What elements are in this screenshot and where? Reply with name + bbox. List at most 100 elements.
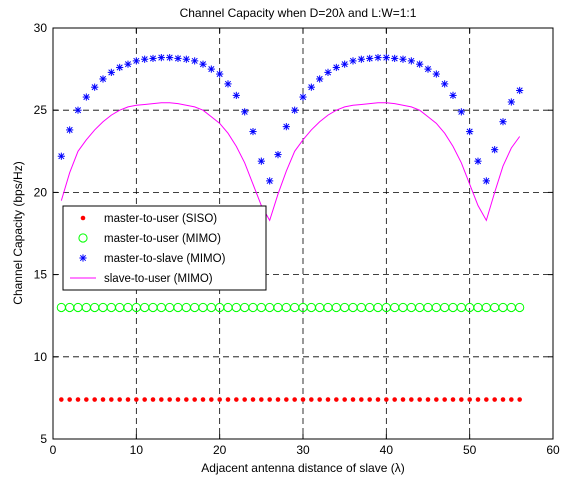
- data-point: [175, 397, 181, 402]
- data-point: [316, 75, 324, 83]
- data-point: [275, 397, 281, 402]
- data-point: [67, 397, 72, 402]
- data-point: [424, 65, 432, 73]
- legend-entry: master-to-user (SISO): [80, 213, 217, 225]
- data-point: [249, 127, 257, 136]
- data-point: [357, 55, 365, 63]
- data-point: [100, 397, 106, 402]
- data-point: [174, 54, 182, 63]
- legend-entry: master-to-user (MIMO): [78, 233, 221, 245]
- data-point: [200, 397, 206, 402]
- x-tick-label: 50: [463, 443, 477, 457]
- data-point: [66, 126, 74, 134]
- data-point: [392, 397, 397, 402]
- data-point: [291, 106, 299, 114]
- data-point: [341, 60, 349, 68]
- data-point: [282, 123, 290, 131]
- x-tick-label: 20: [213, 443, 227, 457]
- chart-title: Channel Capacity when D=20λ and L:W=1:1: [180, 6, 417, 20]
- x-tick-label: 30: [296, 443, 310, 457]
- data-point: [157, 53, 165, 62]
- y-tick-label: 10: [34, 350, 48, 364]
- data-point: [382, 53, 390, 62]
- y-tick-label: 30: [34, 21, 48, 35]
- data-point: [242, 397, 247, 402]
- series-1: [56, 302, 525, 313]
- x-tick-label: 60: [546, 443, 560, 457]
- data-point: [184, 397, 189, 402]
- y-axis-title: Channel Capacity (bps/Hz): [11, 161, 25, 304]
- data-point: [499, 118, 507, 126]
- data-point: [91, 83, 99, 91]
- y-tick-label: 15: [34, 268, 48, 282]
- data-point: [507, 98, 515, 106]
- data-point: [224, 80, 232, 88]
- data-point: [475, 397, 481, 402]
- data-point: [350, 397, 356, 402]
- data-point: [99, 75, 107, 83]
- data-point: [274, 150, 282, 159]
- data-point: [250, 397, 256, 402]
- data-point: [342, 397, 347, 402]
- data-point: [375, 397, 381, 402]
- y-axis: 5 10 15 20 25 30: [34, 21, 553, 446]
- data-point: [482, 177, 490, 185]
- legend-label: master-to-user (MIMO): [104, 233, 221, 245]
- data-point: [366, 54, 374, 63]
- legend-entry: master-to-slave (MIMO): [79, 253, 226, 265]
- data-point: [349, 57, 357, 65]
- data-point: [225, 397, 231, 402]
- legend-swatch: [78, 233, 88, 243]
- data-point: [207, 65, 215, 73]
- data-point: [441, 80, 449, 88]
- data-point: [334, 397, 339, 402]
- data-point: [109, 397, 114, 402]
- data-point: [241, 108, 249, 116]
- y-tick-label: 25: [34, 103, 48, 117]
- data-point: [442, 397, 447, 402]
- data-point: [159, 397, 164, 402]
- data-point: [299, 93, 307, 101]
- series-layer: [56, 53, 525, 402]
- data-point: [59, 397, 64, 402]
- series-0: [59, 397, 522, 402]
- data-point: [309, 397, 314, 402]
- data-point: [257, 157, 265, 165]
- x-axis: 0 10 20 30 40 50 60: [50, 28, 560, 457]
- x-tick-label: 0: [50, 443, 57, 457]
- data-point: [466, 127, 474, 136]
- data-point: [182, 55, 190, 63]
- data-point: [516, 86, 524, 95]
- data-point: [266, 177, 274, 185]
- data-point: [457, 108, 465, 116]
- data-point: [324, 68, 332, 76]
- legend-swatch: [79, 254, 87, 262]
- data-point: [84, 397, 89, 402]
- data-point: [399, 55, 407, 63]
- data-point: [167, 397, 172, 402]
- data-point: [391, 54, 399, 63]
- data-point: [425, 397, 431, 402]
- data-point: [141, 55, 149, 63]
- legend-box: [62, 205, 267, 291]
- data-point: [92, 397, 97, 402]
- data-point: [134, 397, 139, 402]
- data-point: [217, 397, 222, 402]
- data-point: [484, 397, 489, 402]
- data-point: [474, 157, 482, 165]
- legend-entry: slave-to-user (MIMO): [70, 273, 213, 285]
- data-point: [116, 63, 124, 72]
- data-point: [515, 302, 525, 313]
- data-point: [459, 397, 464, 402]
- y-tick-label: 20: [34, 185, 48, 199]
- data-point: [367, 397, 372, 402]
- series-line: [60, 102, 521, 222]
- data-point: [432, 70, 440, 78]
- data-point: [491, 146, 499, 154]
- data-point: [166, 53, 174, 62]
- data-point: [142, 397, 147, 402]
- data-point: [125, 397, 131, 402]
- legend-label: master-to-user (SISO): [104, 213, 217, 225]
- data-point: [132, 57, 140, 65]
- data-point: [450, 397, 456, 402]
